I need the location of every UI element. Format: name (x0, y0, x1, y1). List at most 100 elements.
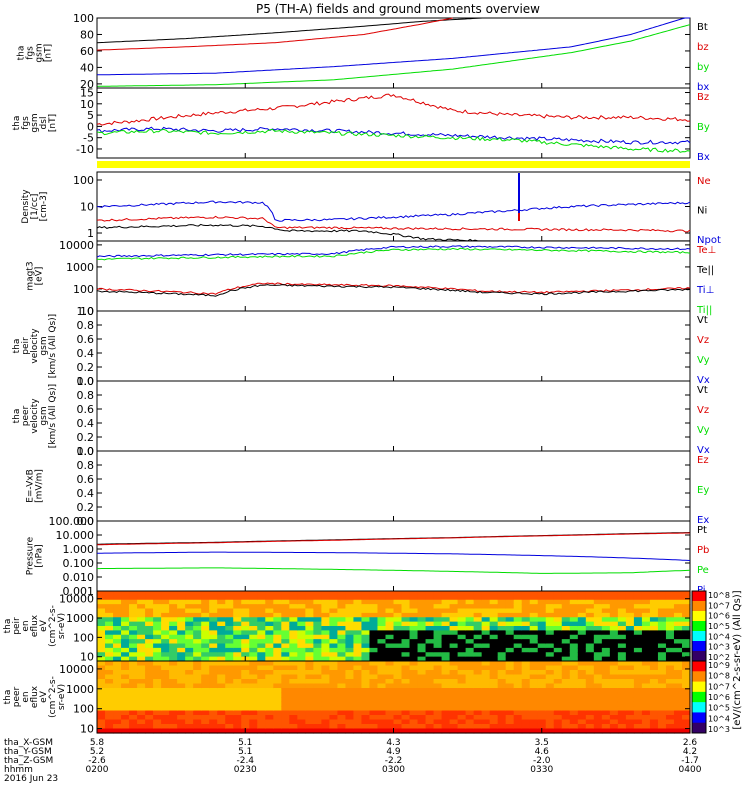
heatmap-cell (585, 674, 595, 680)
heatmap-cell (601, 591, 611, 596)
heatmap-cell (681, 595, 691, 601)
heatmap-cell (353, 647, 363, 653)
heatmap-cell (481, 719, 491, 725)
legend-entry: bz (697, 42, 709, 53)
heatmap-cell (465, 688, 475, 694)
heatmap-cell (465, 652, 475, 658)
y-axis-label-line: eflux (30, 685, 40, 708)
heatmap-cell (97, 591, 106, 596)
heatmap-cell (105, 661, 114, 667)
heatmap-cell (609, 612, 619, 618)
heatmap-cell (633, 692, 643, 698)
series-line-red (96, 215, 691, 233)
heatmap-cell (465, 656, 475, 662)
heatmap-cell (401, 728, 411, 734)
heatmap-cell (193, 639, 202, 645)
heatmap-cell (289, 652, 298, 658)
heatmap-cell (609, 697, 619, 703)
heatmap-cell (505, 679, 515, 685)
heatmap-cell (633, 719, 643, 725)
heatmap-cell (217, 647, 226, 653)
heatmap-cell (257, 608, 266, 614)
heatmap-cell (369, 652, 379, 658)
heatmap-cell (585, 652, 595, 658)
heatmap-cell (537, 599, 547, 605)
heatmap-cell (473, 656, 483, 662)
heatmap-cell (513, 639, 523, 645)
heatmap-cell (601, 639, 611, 645)
heatmap-cell (561, 639, 571, 645)
heatmap-cell (657, 665, 667, 671)
y-tick-label: 0.8 (77, 389, 95, 402)
heatmap-cell (497, 591, 507, 596)
legend-entry: Ti|| (696, 305, 712, 316)
heatmap-cell (441, 683, 451, 689)
heatmap-cell (297, 595, 306, 601)
heatmap-cell (201, 710, 210, 716)
heatmap-cell (337, 639, 347, 645)
heatmap-cell (473, 701, 483, 707)
heatmap-cell (449, 661, 459, 667)
heatmap-cell (345, 665, 355, 671)
colorbar-tick-label: 10^5 (708, 704, 730, 713)
y-tick-label: 100 (73, 283, 94, 296)
heatmap-cell (353, 715, 363, 721)
heatmap-cell (409, 715, 419, 721)
heatmap-cell (393, 701, 403, 707)
x-tick-label: 2.6 (683, 738, 698, 748)
heatmap-cell (353, 608, 363, 614)
heatmap-cell (417, 692, 427, 698)
legend-entry: Te⊥ (696, 245, 716, 256)
heatmap-cell (665, 710, 675, 716)
heatmap-cell (169, 599, 178, 605)
heatmap-cell (673, 621, 683, 627)
heatmap-cell (249, 679, 258, 685)
heatmap-cell (225, 591, 234, 596)
heatmap-cell (577, 617, 587, 623)
y-tick-label: 1.0 (77, 445, 95, 458)
heatmap-cell (449, 634, 459, 640)
heatmap-cell (353, 621, 363, 627)
heatmap-cell (569, 715, 579, 721)
heatmap-cell (297, 688, 306, 694)
heatmap-cell (521, 617, 531, 623)
heatmap-cell (497, 724, 507, 730)
heatmap-cell (433, 724, 443, 730)
heatmap-cell (433, 626, 443, 631)
heatmap-cell (345, 630, 355, 636)
heatmap-cell (185, 639, 194, 645)
heatmap-cell (129, 599, 138, 605)
heatmap-cell (369, 595, 379, 601)
heatmap-cell (177, 617, 186, 623)
heatmap-cell (129, 626, 138, 631)
heatmap-cell (617, 621, 627, 627)
heatmap-cell (425, 679, 435, 685)
heatmap-cell (257, 719, 266, 725)
heatmap-cell (601, 706, 611, 712)
heatmap-cell (113, 665, 122, 671)
heatmap-cell (121, 697, 130, 703)
heatmap-cell (649, 599, 659, 605)
heatmap-cell (521, 595, 531, 601)
heatmap-cell (673, 688, 683, 694)
heatmap-cell (289, 612, 298, 618)
heatmap-cell (577, 639, 587, 645)
heatmap-cell (305, 630, 314, 636)
heatmap-cell (377, 599, 387, 605)
heatmap-cell (305, 595, 314, 601)
heatmap-cell (241, 665, 250, 671)
heatmap-cell (281, 728, 290, 734)
heatmap-cell (289, 656, 298, 662)
heatmap-cell (145, 621, 154, 627)
heatmap-cell (665, 665, 675, 671)
heatmap-cell (137, 591, 146, 596)
heatmap-cell (97, 647, 106, 653)
heatmap-cell (633, 591, 643, 596)
heatmap-cell (377, 719, 387, 725)
heatmap-cell (233, 656, 242, 662)
heatmap-cell (417, 697, 427, 703)
heatmap-cell (153, 665, 162, 671)
heatmap-cell (241, 724, 250, 730)
heatmap-cell (265, 706, 274, 712)
heatmap-cell (345, 617, 355, 623)
